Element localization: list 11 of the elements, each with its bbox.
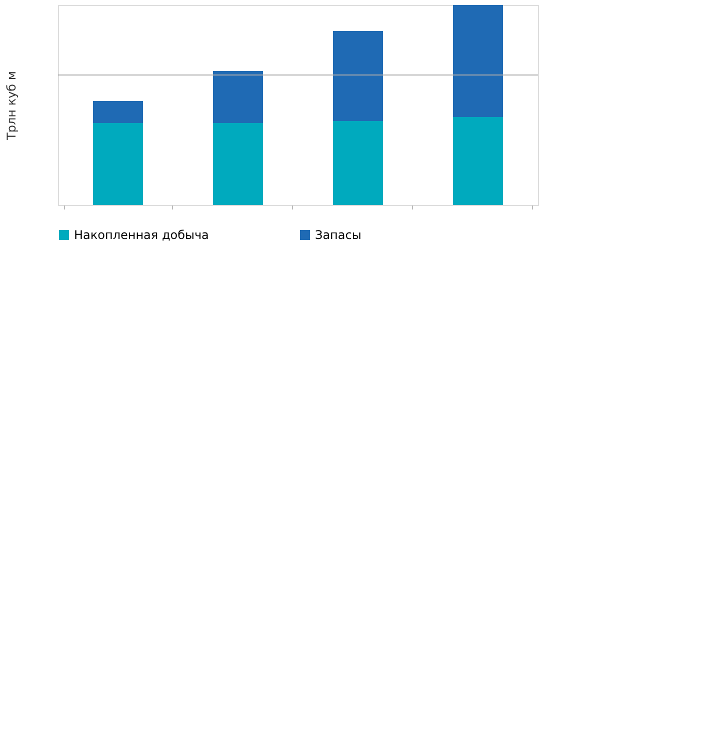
bar [93, 123, 143, 205]
bar [453, 5, 503, 117]
bar [213, 123, 263, 205]
legend-label: Накопленная добыча [74, 228, 209, 242]
y-axis-title: Трлн куб м [4, 71, 18, 141]
bar [453, 117, 503, 205]
bar [333, 31, 383, 121]
legend-label: Запасы [315, 228, 362, 242]
bar [213, 71, 263, 123]
bar [93, 101, 143, 123]
bar [333, 121, 383, 205]
